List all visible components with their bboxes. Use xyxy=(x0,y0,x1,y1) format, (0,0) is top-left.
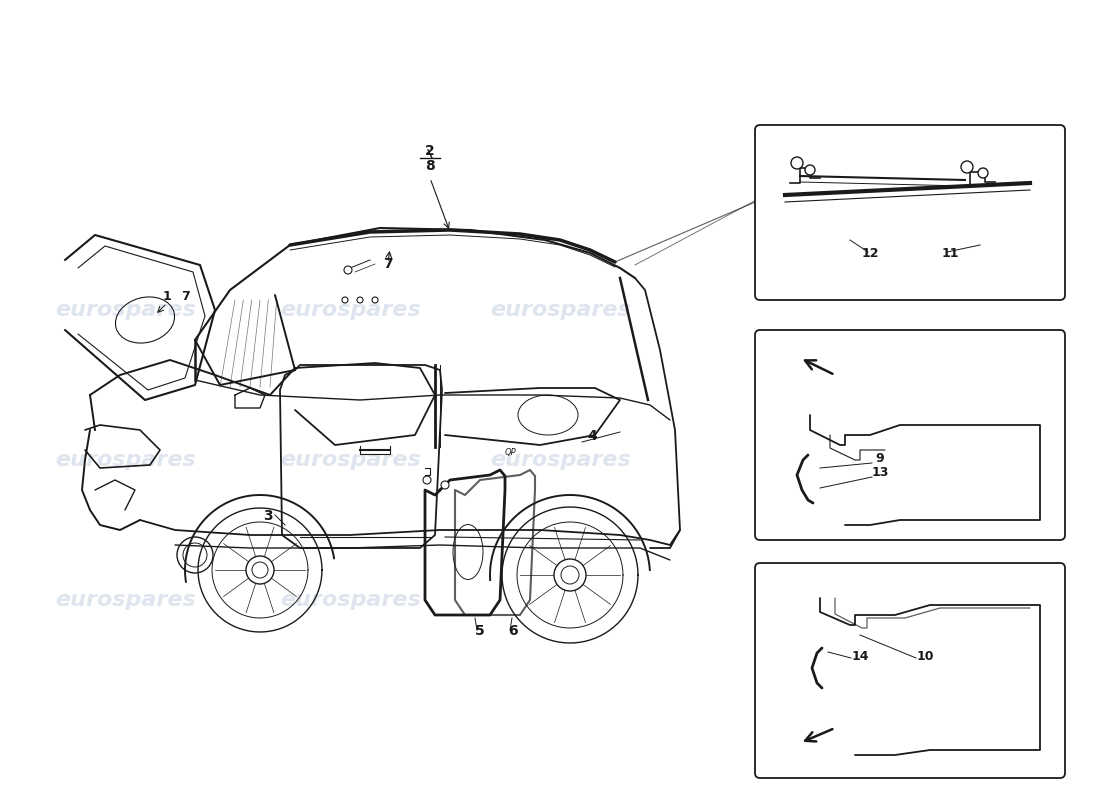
Text: 6: 6 xyxy=(508,624,518,638)
Circle shape xyxy=(372,297,378,303)
Text: 14: 14 xyxy=(851,650,869,663)
FancyBboxPatch shape xyxy=(755,563,1065,778)
Text: eurospares: eurospares xyxy=(490,450,630,470)
Text: 2: 2 xyxy=(425,144,435,158)
Circle shape xyxy=(805,165,815,175)
FancyBboxPatch shape xyxy=(755,330,1065,540)
Text: eurospares: eurospares xyxy=(280,590,420,610)
FancyBboxPatch shape xyxy=(755,125,1065,300)
Text: 12: 12 xyxy=(861,247,879,260)
Text: 13: 13 xyxy=(871,466,889,479)
Text: eurospares: eurospares xyxy=(55,300,196,320)
Text: 10: 10 xyxy=(916,650,934,663)
Text: eurospares: eurospares xyxy=(490,300,630,320)
Circle shape xyxy=(791,157,803,169)
Circle shape xyxy=(358,297,363,303)
Text: QP: QP xyxy=(504,448,516,457)
Text: 8: 8 xyxy=(425,159,435,173)
Circle shape xyxy=(961,161,974,173)
Text: 7: 7 xyxy=(180,290,189,303)
Circle shape xyxy=(344,266,352,274)
Circle shape xyxy=(342,297,348,303)
Circle shape xyxy=(424,476,431,484)
Circle shape xyxy=(554,559,586,591)
Text: eurospares: eurospares xyxy=(280,450,420,470)
Text: 1: 1 xyxy=(163,290,172,303)
Circle shape xyxy=(978,168,988,178)
Circle shape xyxy=(246,556,274,584)
Text: 5: 5 xyxy=(475,624,485,638)
Text: 11: 11 xyxy=(942,247,959,260)
Text: 4: 4 xyxy=(587,429,597,443)
Text: 9: 9 xyxy=(876,452,884,465)
Text: eurospares: eurospares xyxy=(55,450,196,470)
Text: 3: 3 xyxy=(263,509,273,523)
Text: 7: 7 xyxy=(383,257,393,271)
Text: eurospares: eurospares xyxy=(55,590,196,610)
Text: eurospares: eurospares xyxy=(280,300,420,320)
Circle shape xyxy=(441,481,449,489)
